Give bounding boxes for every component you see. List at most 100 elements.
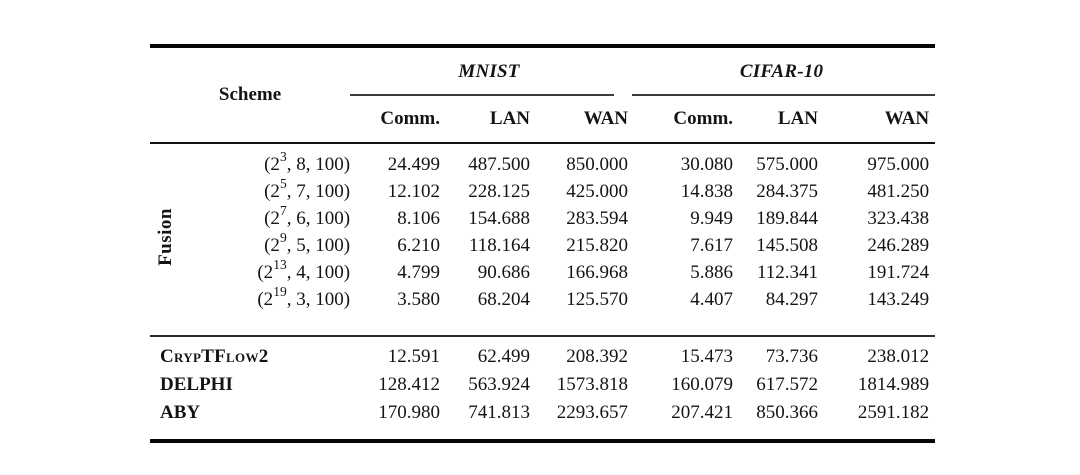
fusion-section: Fusion (23, 8, 100) 24.499 487.500 850.0… (150, 143, 935, 336)
tuple-rest: , 6, 100) (286, 207, 351, 229)
tuple-exponent: 13 (273, 257, 287, 273)
mnist-wan-value: 425.000 (566, 180, 629, 202)
tuple-rest: , 7, 100) (286, 180, 351, 202)
mnist-lan-value: 487.500 (468, 153, 531, 175)
cifar-wan-value: 481.250 (867, 180, 930, 202)
mnist-comm-value: 12.591 (387, 346, 441, 367)
fusion-row: (27, 6, 100) 8.106 154.688 283.594 9.949… (150, 203, 935, 232)
tuple-base: (2 (264, 153, 280, 175)
mnist-comm-header: Comm. (350, 96, 441, 144)
scheme-column-header: Scheme (150, 46, 351, 144)
cifar-lan-value: 617.572 (756, 374, 819, 395)
tuple-exponent: 3 (279, 149, 287, 165)
fusion-row: (25, 7, 100) 12.102 228.125 425.000 14.8… (150, 176, 935, 205)
mnist-comm-value: 8.106 (397, 207, 441, 229)
cifar-wan-value: 246.289 (867, 234, 930, 256)
mnist-lan-value: 118.164 (468, 234, 531, 256)
tuple-exponent: 5 (279, 176, 287, 192)
fusion-row: (29, 5, 100) 6.210 118.164 215.820 7.617… (150, 230, 935, 259)
tuple-base: (2 (257, 261, 274, 283)
mnist-wan-value: 215.820 (566, 234, 629, 256)
mnist-comm-value: 12.102 (387, 180, 441, 202)
scheme-tuple: (213, 4, 100) (180, 257, 351, 286)
mnist-comm-value: 3.580 (397, 288, 441, 310)
cifar-wan-value: 238.012 (867, 346, 930, 367)
table-header: Scheme MNIST CIFAR-10 Comm. LAN WAN Comm… (150, 46, 936, 144)
cifar-comm-value: 5.886 (690, 261, 734, 283)
tuple-exponent: 9 (279, 230, 287, 246)
mnist-lan-value: 62.499 (477, 346, 531, 367)
mnist-lan-value: 741.813 (468, 402, 531, 423)
cifar-wan-value: 1814.989 (857, 374, 930, 395)
tuple-base: (2 (264, 180, 280, 202)
baseline-scheme-label: ABY (160, 402, 201, 423)
scheme-tuple: (29, 5, 100) (180, 230, 351, 259)
cifar-lan-value: 73.736 (765, 346, 819, 367)
tuple-base: (2 (264, 234, 280, 256)
baseline-section: CrypTFlow2 12.591 62.499 208.392 15.473 … (150, 336, 936, 441)
cifar-comm-header: Comm. (628, 96, 734, 144)
cifar-comm-value: 4.407 (690, 288, 734, 310)
cifar-wan-value: 323.438 (867, 207, 930, 229)
tuple-rest: , 4, 100) (286, 261, 351, 283)
mnist-group-header: MNIST (350, 46, 628, 96)
cifar-lan-value: 189.844 (756, 207, 819, 229)
scheme-tuple: (219, 3, 100) (180, 284, 351, 336)
group-header-row: Scheme MNIST CIFAR-10 (150, 46, 936, 144)
mnist-comm-value: 4.799 (397, 261, 441, 283)
cifar-wan-value: 143.249 (867, 288, 930, 310)
mnist-lan-value: 68.204 (477, 288, 531, 310)
fusion-group-label: Fusion (154, 207, 176, 266)
baseline-row: CrypTFlow2 12.591 62.499 208.392 15.473 … (150, 336, 935, 371)
cifar-lan-value: 575.000 (756, 153, 819, 175)
mnist-wan-value: 208.392 (566, 346, 629, 367)
mnist-wan-value: 125.570 (566, 288, 629, 310)
sub-header-row: Comm. LAN WAN Comm. LAN WAN (150, 96, 936, 144)
mnist-wan-value: 1573.818 (556, 374, 629, 395)
cifar-comm-value: 30.080 (680, 153, 734, 175)
mnist-comm-value: 128.412 (378, 374, 441, 395)
benchmark-table: Scheme MNIST CIFAR-10 Comm. LAN WAN Comm… (150, 44, 936, 443)
mnist-comm-value: 6.210 (397, 234, 441, 256)
cifar-wan-value: 2591.182 (857, 402, 930, 423)
tuple-base: (2 (264, 207, 280, 229)
mnist-lan-header: LAN (440, 96, 531, 144)
benchmark-table-container: Scheme MNIST CIFAR-10 Comm. LAN WAN Comm… (150, 44, 936, 443)
mnist-lan-value: 90.686 (477, 261, 531, 283)
cifar-comm-value: 160.079 (671, 374, 734, 395)
mnist-wan-header: WAN (530, 96, 629, 144)
baseline-scheme-label: DELPHI (160, 374, 233, 395)
baseline-row: ABY 170.980 741.813 2293.657 207.421 850… (150, 399, 935, 441)
cifar-lan-value: 112.341 (756, 261, 819, 283)
mnist-comm-value: 170.980 (378, 402, 441, 423)
cifar-wan-header: WAN (818, 96, 936, 144)
fusion-row: (213, 4, 100) 4.799 90.686 166.968 5.886… (150, 257, 935, 286)
tuple-exponent: 7 (279, 203, 287, 219)
baseline-row: DELPHI 128.412 563.924 1573.818 160.079 … (150, 371, 935, 399)
cifar-comm-value: 15.473 (680, 346, 734, 367)
cifar-comm-value: 14.838 (680, 180, 734, 202)
mnist-wan-value: 2293.657 (556, 402, 629, 423)
cifar-wan-value: 975.000 (867, 153, 930, 175)
cifar-comm-value: 207.421 (671, 402, 734, 423)
tuple-exponent: 19 (273, 284, 287, 300)
mnist-wan-value: 166.968 (566, 261, 629, 283)
fusion-row: Fusion (23, 8, 100) 24.499 487.500 850.0… (150, 143, 935, 266)
tuple-rest: , 3, 100) (286, 288, 351, 310)
tuple-rest: , 8, 100) (286, 153, 351, 175)
mnist-lan-value: 154.688 (468, 207, 531, 229)
cifar-lan-value: 84.297 (765, 288, 819, 310)
mnist-comm-value: 24.499 (387, 153, 441, 175)
fusion-group-cell: Fusion (150, 143, 180, 336)
cifar-lan-value: 284.375 (756, 180, 819, 202)
cifar10-group-header: CIFAR-10 (628, 46, 936, 96)
scheme-tuple: (27, 6, 100) (180, 203, 351, 232)
cifar-wan-value: 191.724 (867, 261, 930, 283)
scheme-tuple: (23, 8, 100) (180, 143, 350, 178)
mnist-wan-value: 283.594 (566, 207, 629, 229)
cifar-lan-value: 145.508 (756, 234, 819, 256)
cifar-lan-value: 850.366 (756, 402, 819, 423)
tuple-rest: , 5, 100) (286, 234, 351, 256)
fusion-row: (219, 3, 100) 3.580 68.204 125.570 4.407… (150, 284, 935, 336)
